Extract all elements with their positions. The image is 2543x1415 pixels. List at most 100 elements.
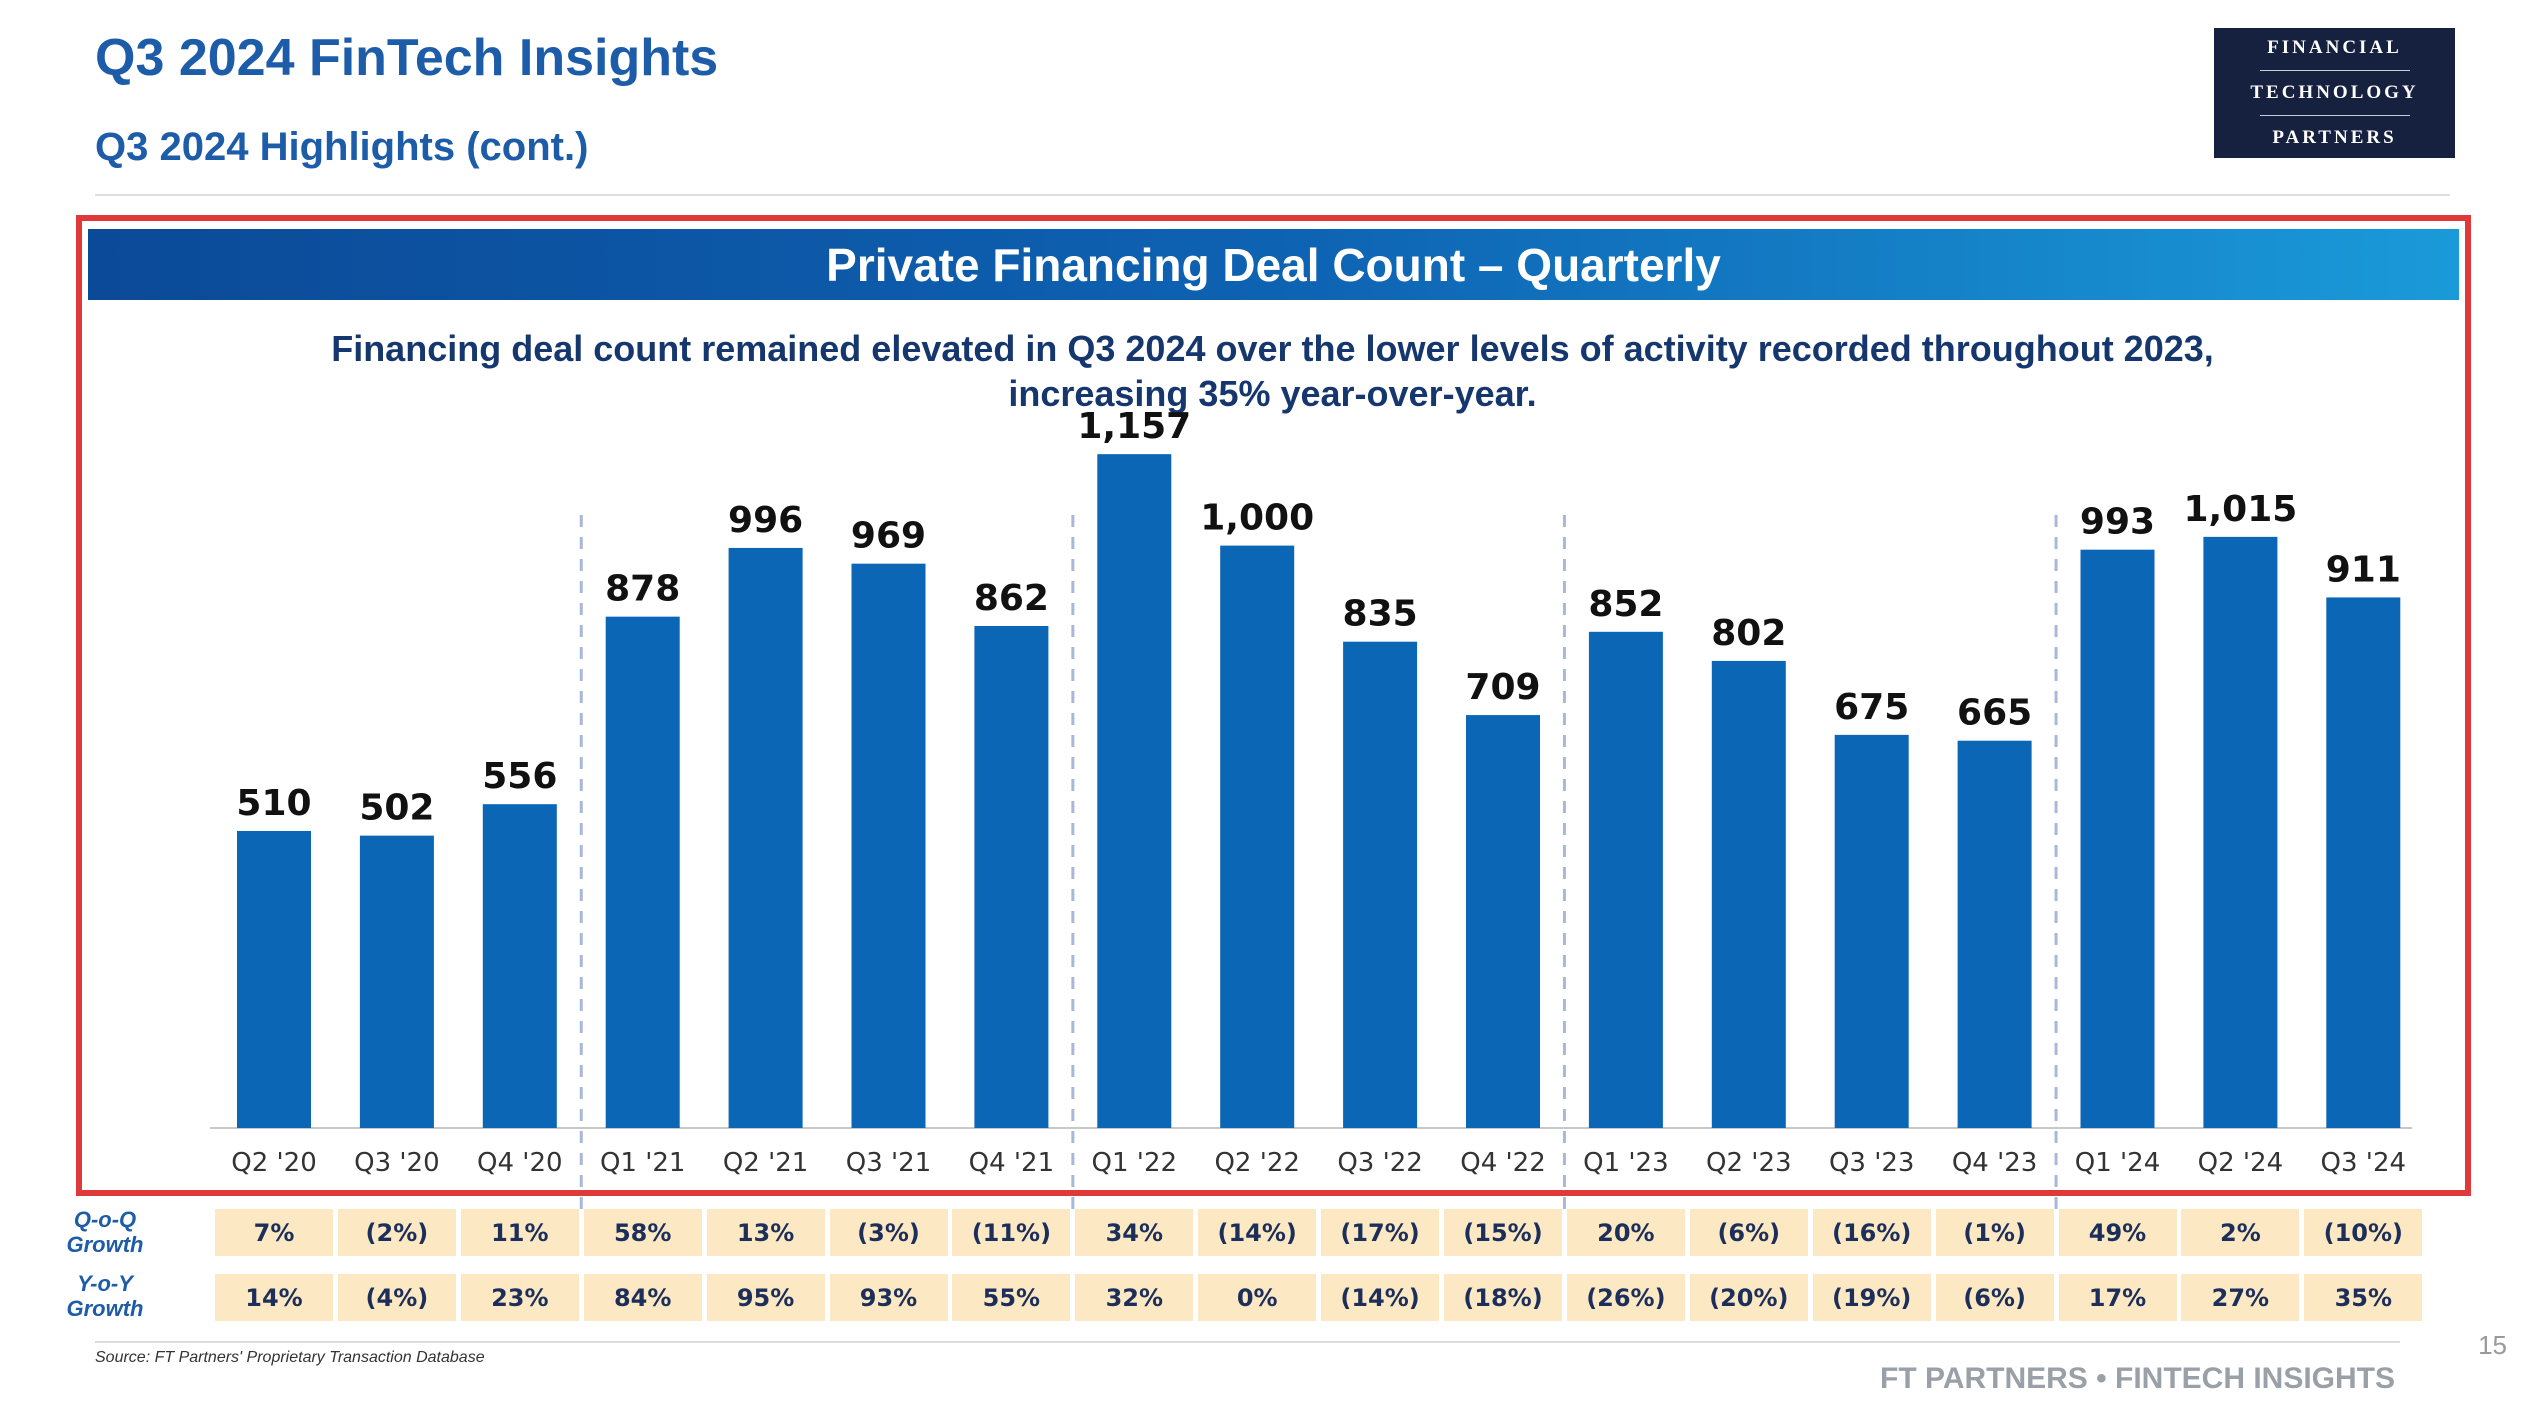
qoq-growth-cell: (17%) bbox=[1321, 1209, 1440, 1256]
qoq-growth-cell: 11% bbox=[460, 1209, 579, 1256]
qoq-growth-cell: (10%) bbox=[2304, 1209, 2423, 1256]
page-title: Q3 2024 FinTech Insights bbox=[95, 29, 719, 87]
qoq-growth-cell: (1%) bbox=[1935, 1209, 2054, 1256]
logo-line-1: FINANCIAL bbox=[2267, 37, 2402, 58]
bar bbox=[1343, 641, 1418, 1128]
x-tick-label: Q1 '22 bbox=[1092, 1148, 1178, 1178]
yoy-growth-cell: 32% bbox=[1075, 1274, 1194, 1321]
yoy-growth-cell: 14% bbox=[215, 1274, 333, 1321]
x-tick-label: Q3 '20 bbox=[354, 1148, 440, 1178]
yoy-growth-cell: 84% bbox=[583, 1274, 702, 1321]
x-tick-label: Q2 '21 bbox=[723, 1148, 809, 1178]
bar bbox=[2080, 549, 2155, 1128]
qoq-growth-cell: 13% bbox=[706, 1209, 825, 1256]
bar bbox=[1220, 545, 1295, 1128]
bar-value-label: 969 bbox=[851, 516, 926, 557]
bar-value-label: 862 bbox=[974, 578, 1049, 619]
x-tick-label: Q2 '20 bbox=[231, 1148, 317, 1178]
bar-value-label: 911 bbox=[2326, 549, 2401, 590]
qoq-growth-cell: 2% bbox=[2181, 1209, 2300, 1256]
bar bbox=[237, 830, 311, 1128]
qoq-growth-label: Q-o-Q Growth bbox=[66, 1207, 144, 1257]
x-tick-label: Q1 '23 bbox=[1583, 1148, 1669, 1178]
yoy-growth-cell: 93% bbox=[829, 1274, 948, 1321]
qoq-growth-cell: (11%) bbox=[952, 1209, 1071, 1256]
x-tick-label: Q3 '21 bbox=[846, 1148, 932, 1178]
bar bbox=[1834, 734, 1909, 1128]
x-tick-label: Q2 '23 bbox=[1706, 1148, 1792, 1178]
bar-value-label: 996 bbox=[728, 500, 803, 541]
qoq-growth-cell: (6%) bbox=[1689, 1209, 1808, 1256]
yoy-growth-cell: 23% bbox=[460, 1274, 579, 1321]
x-tick-label: Q4 '22 bbox=[1460, 1148, 1546, 1178]
highlight-box bbox=[76, 215, 2471, 1196]
bar-value-label: 502 bbox=[359, 788, 434, 829]
bar bbox=[482, 804, 557, 1128]
yoy-growth-cell: (18%) bbox=[1444, 1274, 1562, 1321]
qoq-growth-cell: 34% bbox=[1075, 1209, 1194, 1256]
yoy-growth-cell: (14%) bbox=[1321, 1274, 1440, 1321]
yoy-growth-row: 14% (4%) 23% 84% 95% 93% 55% 32% 0% (14%) (18%) (26… bbox=[0, 1274, 2543, 1321]
yoy-growth-cell: 17% bbox=[2058, 1274, 2177, 1321]
bar-value-label: 993 bbox=[2080, 502, 2155, 543]
x-tick-label: Q1 '24 bbox=[2075, 1148, 2161, 1178]
bar bbox=[1097, 454, 1172, 1128]
yoy-growth-cell: (26%) bbox=[1566, 1274, 1685, 1321]
bar bbox=[605, 616, 680, 1128]
bar-value-label: 675 bbox=[1834, 687, 1909, 728]
yoy-growth-cell: (20%) bbox=[1689, 1274, 1808, 1321]
bar bbox=[728, 547, 803, 1128]
qoq-growth-cell: 58% bbox=[583, 1209, 702, 1256]
bar-value-label: 709 bbox=[1465, 667, 1540, 708]
bar bbox=[851, 563, 926, 1128]
x-tick-label: Q4 '21 bbox=[969, 1148, 1055, 1178]
logo-divider bbox=[2259, 115, 2410, 116]
logo-line-3: PARTNERS bbox=[2272, 127, 2397, 148]
yoy-growth-cell: 0% bbox=[1198, 1274, 1317, 1321]
yoy-growth-cell: 27% bbox=[2181, 1274, 2300, 1321]
bar-value-label: 1,000 bbox=[1200, 498, 1314, 539]
chart-caption: Financing deal count remained elevated i… bbox=[331, 328, 2214, 414]
x-tick-label: Q4 '20 bbox=[477, 1148, 563, 1178]
bar bbox=[359, 835, 434, 1128]
x-tick-label: Q2 '22 bbox=[1214, 1148, 1300, 1178]
x-tick-label: Q1 '21 bbox=[600, 1148, 686, 1178]
yoy-growth-cell: 35% bbox=[2304, 1274, 2423, 1321]
qoq-growth-cell: 49% bbox=[2058, 1209, 2177, 1256]
logo-line-2: TECHNOLOGY bbox=[2250, 82, 2419, 103]
logo-divider bbox=[2259, 70, 2410, 71]
qoq-growth-cell: (14%) bbox=[1198, 1209, 1317, 1256]
qoq-growth-cell: (16%) bbox=[1812, 1209, 1931, 1256]
yoy-growth-cell: 95% bbox=[706, 1274, 825, 1321]
qoq-growth-cell: (15%) bbox=[1444, 1209, 1562, 1256]
footer-divider bbox=[95, 1341, 2400, 1343]
yoy-growth-cell: (6%) bbox=[1935, 1274, 2054, 1321]
qoq-growth-cell: 20% bbox=[1566, 1209, 1685, 1256]
bar bbox=[1957, 740, 2032, 1128]
x-tick-label: Q4 '23 bbox=[1952, 1148, 2038, 1178]
x-tick-label: Q3 '22 bbox=[1337, 1148, 1423, 1178]
bar-value-label: 556 bbox=[482, 756, 557, 797]
bar bbox=[2203, 536, 2278, 1128]
x-tick-label: Q3 '23 bbox=[1829, 1148, 1915, 1178]
yoy-growth-cell: 55% bbox=[952, 1274, 1071, 1321]
qoq-growth-cell: 7% bbox=[215, 1209, 333, 1256]
bar-value-label: 665 bbox=[1957, 693, 2032, 734]
header-divider bbox=[95, 194, 2450, 196]
bar-value-label: 1,157 bbox=[1077, 406, 1191, 447]
x-tick-label: Q3 '24 bbox=[2321, 1148, 2407, 1178]
bar-value-label: 510 bbox=[236, 783, 311, 824]
bar bbox=[2326, 597, 2401, 1128]
x-tick-label: Q2 '24 bbox=[2198, 1148, 2284, 1178]
yoy-growth-cell: (19%) bbox=[1812, 1274, 1931, 1321]
yoy-growth-cell: (4%) bbox=[337, 1274, 456, 1321]
yoy-growth-label: Y-o-Y Growth bbox=[66, 1271, 144, 1321]
bar-value-label: 835 bbox=[1343, 594, 1418, 635]
bar-value-label: 802 bbox=[1711, 613, 1786, 654]
ft-partners-logo: FINANCIAL TECHNOLOGY PARTNERS bbox=[2214, 28, 2455, 158]
source-note: Source: FT Partners' Proprietary Transac… bbox=[95, 1349, 485, 1366]
bar-value-label: 852 bbox=[1588, 584, 1663, 625]
page-number: 15 bbox=[2478, 1330, 2507, 1360]
bar-value-label: 1,015 bbox=[2183, 489, 2297, 530]
